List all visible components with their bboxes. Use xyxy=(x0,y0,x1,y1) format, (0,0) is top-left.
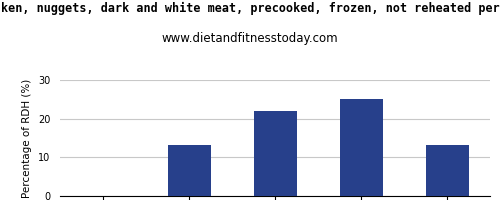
Text: www.dietandfitnesstoday.com: www.dietandfitnesstoday.com xyxy=(162,32,338,45)
Y-axis label: Percentage of RDH (%): Percentage of RDH (%) xyxy=(22,78,32,198)
Bar xyxy=(340,99,382,196)
Bar xyxy=(168,145,210,196)
Bar xyxy=(426,145,469,196)
Bar xyxy=(254,111,296,196)
Text: ken, nuggets, dark and white meat, precooked, frozen, not reheated per: ken, nuggets, dark and white meat, preco… xyxy=(0,2,500,15)
